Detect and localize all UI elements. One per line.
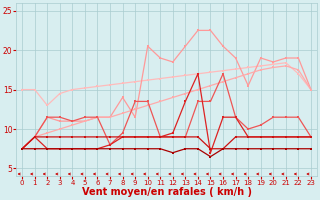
X-axis label: Vent moyen/en rafales ( km/h ): Vent moyen/en rafales ( km/h ) (82, 187, 252, 197)
